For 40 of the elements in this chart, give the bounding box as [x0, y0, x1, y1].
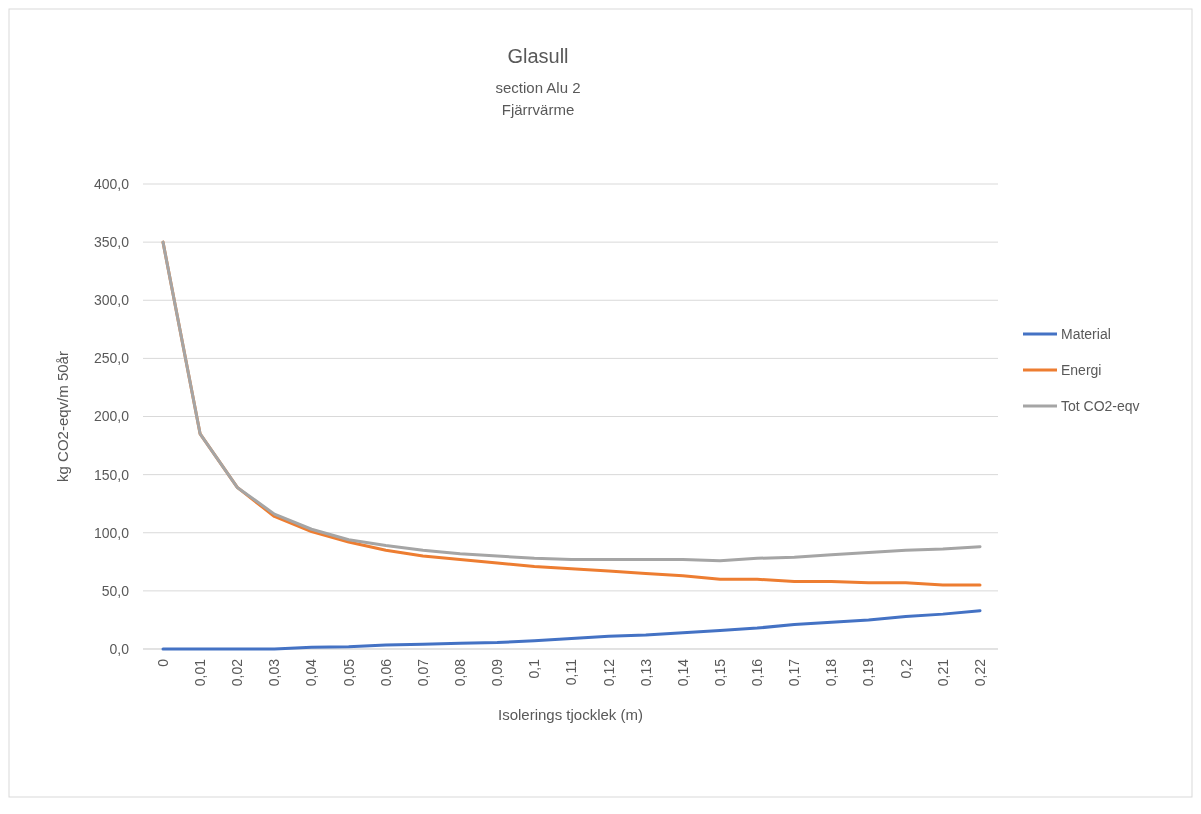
x-tick-label: 0,08 [451, 658, 468, 687]
x-tick-label: 0,22 [971, 658, 988, 687]
x-tick-label: 0,02 [229, 658, 246, 687]
y-axis-title: kg CO2-eqv/m 50år [54, 351, 71, 482]
legend-label: Energi [1061, 361, 1102, 378]
chart-subtitle: section Alu 2 Fjärrvärme [495, 79, 581, 118]
x-tick-label: 0,03 [266, 658, 283, 687]
x-axis-title: Isolerings tjocklek (m) [497, 706, 644, 723]
x-tick-label: 0,07 [414, 658, 431, 687]
x-tick-label: 0,14 [674, 658, 691, 687]
line-series [161, 609, 982, 651]
x-tick-label: 0,04 [303, 658, 320, 687]
x-tick-label: 0,1 [526, 658, 543, 679]
y-tick-label: 100,0 [93, 524, 130, 541]
x-tick-label: 0,12 [600, 658, 617, 687]
y-tick-label: 50,0 [101, 582, 130, 599]
y-tick-label: 250,0 [93, 350, 130, 367]
y-tick-label: 200,0 [93, 408, 130, 425]
y-tick-label: 350,0 [93, 234, 130, 251]
x-tick-label: 0,2 [897, 658, 914, 679]
legend-label: Tot CO2-eqv [1061, 397, 1140, 414]
x-tick-label: 0,01 [192, 658, 209, 687]
x-tick-label: 0,18 [823, 658, 840, 687]
legend-label: Material [1061, 325, 1111, 342]
x-tick-label: 0,11 [563, 658, 580, 686]
x-tick-label: 0,16 [749, 658, 766, 687]
x-tick-label: 0,21 [934, 658, 951, 687]
x-tick-label: 0,05 [340, 658, 357, 687]
x-tick-label: 0,17 [786, 658, 803, 687]
x-tick-label: 0,09 [489, 658, 506, 687]
y-tick-label: 0,0 [109, 640, 130, 657]
y-tick-label: 400,0 [93, 175, 130, 192]
chart-title: Glasull [507, 45, 569, 67]
x-tick-label: 0,15 [711, 658, 728, 687]
x-tick-label: 0 [154, 658, 171, 667]
x-tick-label: 0,06 [377, 658, 394, 687]
x-tick-label: 0,13 [637, 658, 654, 687]
y-tick-label: 150,0 [93, 466, 130, 483]
y-tick-label: 300,0 [93, 292, 130, 309]
x-tick-label: 0,19 [860, 658, 877, 687]
